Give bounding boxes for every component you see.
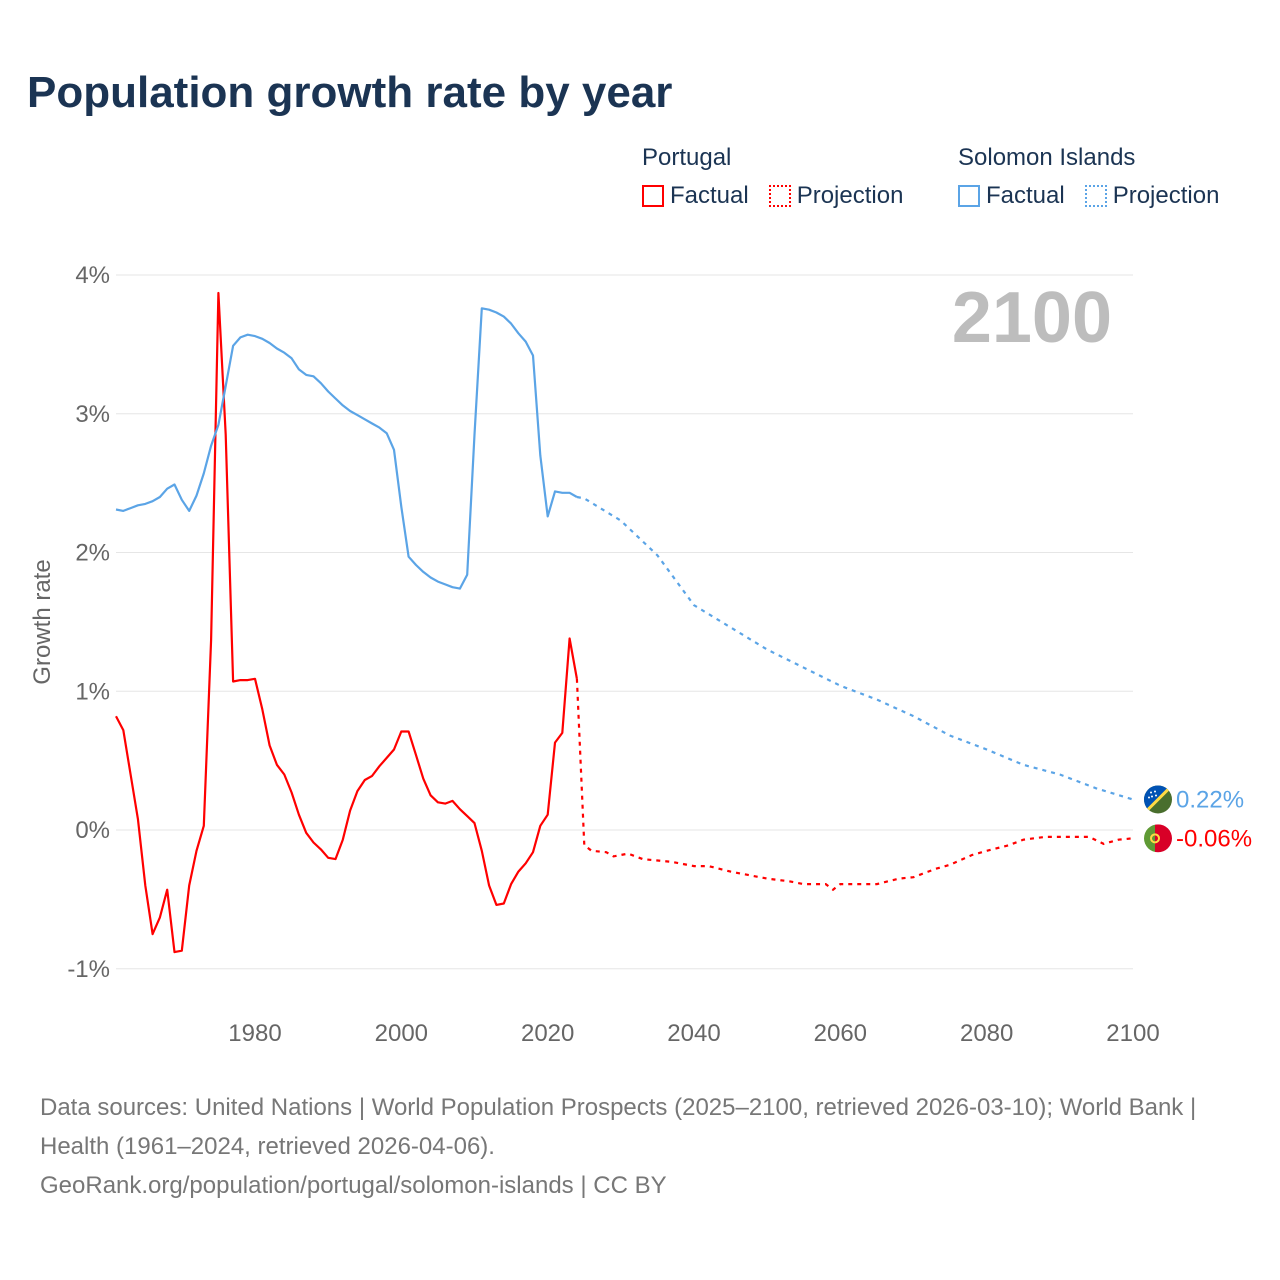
plot-area: 2100 Growth rate 4% 3% 2% 1% 0% -1% 1980 2000 20… <box>29 262 1252 1047</box>
x-tick-label: 1980 <box>228 1020 281 1047</box>
portugal-end-label: -0.06% <box>1176 825 1252 852</box>
y-tick-label: 3% <box>75 401 110 428</box>
legend-factual-swatch <box>958 185 980 207</box>
x-tick-label: 2020 <box>521 1020 574 1047</box>
flag-stripe <box>1144 785 1172 814</box>
flag-star <box>1148 796 1150 799</box>
flag-green <box>1144 824 1155 853</box>
flag-emblem <box>1150 833 1160 844</box>
legend-group-title: Solomon Islands <box>958 144 1136 171</box>
y-tick-label: 2% <box>75 540 110 567</box>
portugal-projection-line <box>575 678 1134 892</box>
portugal-factual-line <box>115 291 578 954</box>
solomon-islands-end-label: 0.22% <box>1176 786 1244 813</box>
data-sources: Data sources: United Nations | World Pop… <box>40 1094 1197 1160</box>
flag-body <box>1144 785 1172 814</box>
legend-projection-label[interactable]: Projection <box>1112 182 1220 209</box>
year-label: 2100 <box>952 278 1112 358</box>
legend-projection-swatch <box>1084 185 1107 207</box>
portugal-flag-icon <box>1144 824 1172 853</box>
solomon-islands-projection-line <box>576 495 1134 801</box>
solomon-islands-factual-line <box>115 307 578 590</box>
y-tick-label: 4% <box>75 262 110 289</box>
legend-factual-label[interactable]: Factual <box>670 182 749 209</box>
legend-projection-swatch <box>768 185 791 207</box>
attribution-link[interactable]: GeoRank.org/population/portugal/solomon-… <box>40 1172 667 1199</box>
page-title: Population growth rate by year <box>27 68 673 117</box>
y-axis-label: Growth rate <box>29 559 56 684</box>
flag-star <box>1154 790 1156 793</box>
footer: Data sources: United Nations | World Pop… <box>40 1088 1240 1205</box>
flag-star <box>1151 795 1153 798</box>
x-tick-label: 2040 <box>667 1020 720 1047</box>
flag-star <box>1150 791 1152 794</box>
flag-red <box>1155 824 1172 853</box>
x-tick-label: 2000 <box>375 1020 428 1047</box>
y-tick-label: 1% <box>75 678 110 705</box>
legend-portugal: Portugal Factual Projection <box>642 144 903 210</box>
flag-body <box>1144 824 1172 853</box>
legend-solomon-islands: Solomon Islands Factual Projection <box>958 144 1219 210</box>
x-tick-label: 2060 <box>814 1020 867 1047</box>
x-tick-label: 2100 <box>1106 1020 1159 1047</box>
y-tick-label: -1% <box>67 956 110 983</box>
flag-star <box>1155 794 1157 797</box>
legend-projection-label[interactable]: Projection <box>796 182 904 209</box>
legend-group-title: Portugal <box>642 144 732 171</box>
legend-factual-swatch <box>642 185 664 207</box>
y-tick-label: 0% <box>75 817 110 844</box>
legend-factual-label[interactable]: Factual <box>986 182 1065 209</box>
solomon-islands-flag-icon <box>1144 785 1172 814</box>
x-tick-label: 2080 <box>960 1020 1013 1047</box>
